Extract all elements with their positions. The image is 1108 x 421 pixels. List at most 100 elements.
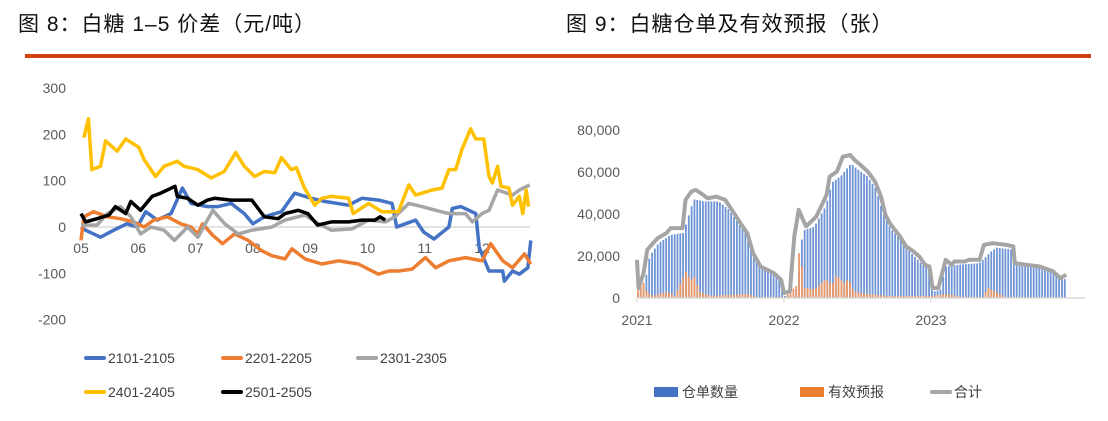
receipt-bar bbox=[950, 265, 953, 298]
legend-item-2201-2205: 2201-2205 bbox=[221, 350, 312, 366]
forecast-bar bbox=[891, 295, 894, 298]
forecast-bar bbox=[928, 295, 930, 298]
y-tick-label: 80,000 bbox=[577, 122, 620, 138]
legend-swatch bbox=[221, 356, 243, 360]
forecast-bar bbox=[990, 289, 993, 298]
receipt-bar bbox=[687, 215, 690, 298]
forecast-bar bbox=[750, 295, 752, 298]
receipt-bar bbox=[894, 233, 897, 298]
receipt-bar bbox=[702, 201, 704, 298]
legend-swatch bbox=[654, 387, 678, 397]
forecast-bar bbox=[800, 267, 803, 298]
forecast-bar bbox=[993, 291, 995, 298]
receipt-bar bbox=[1038, 267, 1041, 298]
forecast-bar bbox=[868, 294, 871, 298]
forecast-bar bbox=[798, 253, 800, 298]
receipt-bar bbox=[996, 247, 998, 298]
series-line-2501-2505 bbox=[79, 184, 387, 227]
forecast-bar bbox=[922, 295, 925, 298]
legend-item-total: 合计 bbox=[930, 382, 982, 402]
legend-swatch bbox=[221, 390, 243, 394]
forecast-bar bbox=[702, 292, 704, 298]
left-chart-title: 图 8：白糖 1–5 价差（元/吨） bbox=[18, 13, 317, 36]
forecast-bar bbox=[651, 295, 653, 298]
receipt-bar bbox=[741, 229, 744, 298]
forecast-bar bbox=[738, 294, 741, 298]
forecast-bar bbox=[914, 295, 916, 298]
receipt-bar bbox=[897, 236, 899, 298]
receipt-bar bbox=[1004, 248, 1007, 298]
receipt-bar bbox=[752, 252, 755, 298]
receipt-bar bbox=[803, 230, 806, 298]
y-tick-label: 0 bbox=[58, 219, 66, 235]
receipt-bar bbox=[733, 216, 735, 298]
forecast-bar bbox=[874, 294, 877, 298]
forecast-bar bbox=[682, 277, 685, 298]
receipt-bar bbox=[928, 269, 930, 298]
forecast-bar bbox=[690, 279, 693, 298]
receipt-bar bbox=[973, 263, 976, 298]
receipt-bar bbox=[1046, 269, 1049, 298]
receipt-bar bbox=[964, 264, 967, 298]
receipt-bar bbox=[914, 256, 916, 298]
forecast-bar bbox=[806, 288, 809, 298]
receipt-bar bbox=[829, 189, 832, 298]
forecast-bar bbox=[704, 293, 707, 298]
forecast-bar bbox=[998, 294, 1001, 298]
receipt-bar bbox=[843, 171, 846, 298]
x-tick-label: 2023 bbox=[915, 312, 946, 328]
receipt-bar bbox=[721, 204, 724, 298]
receipt-bar bbox=[832, 181, 834, 298]
receipt-bar bbox=[905, 246, 908, 298]
x-tick-label: 06 bbox=[131, 240, 147, 256]
receipt-bar bbox=[919, 262, 922, 298]
forecast-bar bbox=[809, 288, 812, 298]
receipt-bar bbox=[685, 224, 687, 298]
forecast-bar bbox=[710, 295, 713, 298]
receipt-bar bbox=[857, 169, 860, 298]
receipt-bar bbox=[815, 223, 817, 298]
forecast-bar bbox=[945, 293, 947, 298]
forecast-bar bbox=[880, 295, 882, 298]
forecast-bar bbox=[933, 295, 936, 298]
receipt-bar bbox=[775, 277, 778, 298]
receipt-bar bbox=[942, 276, 945, 298]
receipt-bar bbox=[817, 218, 820, 298]
receipt-bar bbox=[767, 271, 769, 298]
legend-label: 有效预报 bbox=[828, 384, 884, 400]
y-tick-label: 300 bbox=[43, 80, 67, 96]
y-tick-label: -100 bbox=[38, 265, 66, 281]
forecast-bar bbox=[673, 295, 676, 298]
forecast-bar bbox=[908, 295, 911, 298]
legend-label: 合计 bbox=[954, 384, 982, 400]
receipt-bar bbox=[1021, 265, 1024, 298]
forecast-bar bbox=[837, 277, 840, 298]
receipt-bar bbox=[925, 266, 928, 298]
receipt-bar bbox=[724, 206, 727, 298]
receipt-bar bbox=[837, 177, 840, 298]
receipt-bar bbox=[863, 173, 865, 298]
forecast-bar bbox=[942, 294, 945, 298]
x-tick-label: 11 bbox=[418, 240, 433, 256]
receipt-bar bbox=[744, 233, 747, 298]
receipt-bar bbox=[877, 196, 880, 298]
forecast-bar bbox=[653, 295, 656, 298]
receipt-bar bbox=[1001, 248, 1004, 298]
forecast-bar bbox=[897, 295, 899, 298]
x-tick-label: 10 bbox=[360, 240, 376, 256]
receipt-bar bbox=[840, 175, 843, 298]
forecast-bar bbox=[939, 294, 942, 298]
receipt-bar bbox=[648, 258, 651, 298]
receipt-bar bbox=[899, 239, 902, 298]
receipt-bar bbox=[849, 164, 851, 298]
forecast-bar bbox=[724, 295, 727, 298]
receipt-bar bbox=[998, 248, 1001, 298]
receipt-bar bbox=[806, 229, 809, 298]
receipt-bar bbox=[962, 264, 964, 298]
y-tick-label: 40,000 bbox=[577, 206, 620, 222]
receipt-bar bbox=[713, 201, 716, 298]
forecast-bar bbox=[911, 295, 914, 298]
receipt-bar bbox=[651, 252, 653, 298]
forecast-bar bbox=[803, 287, 806, 298]
